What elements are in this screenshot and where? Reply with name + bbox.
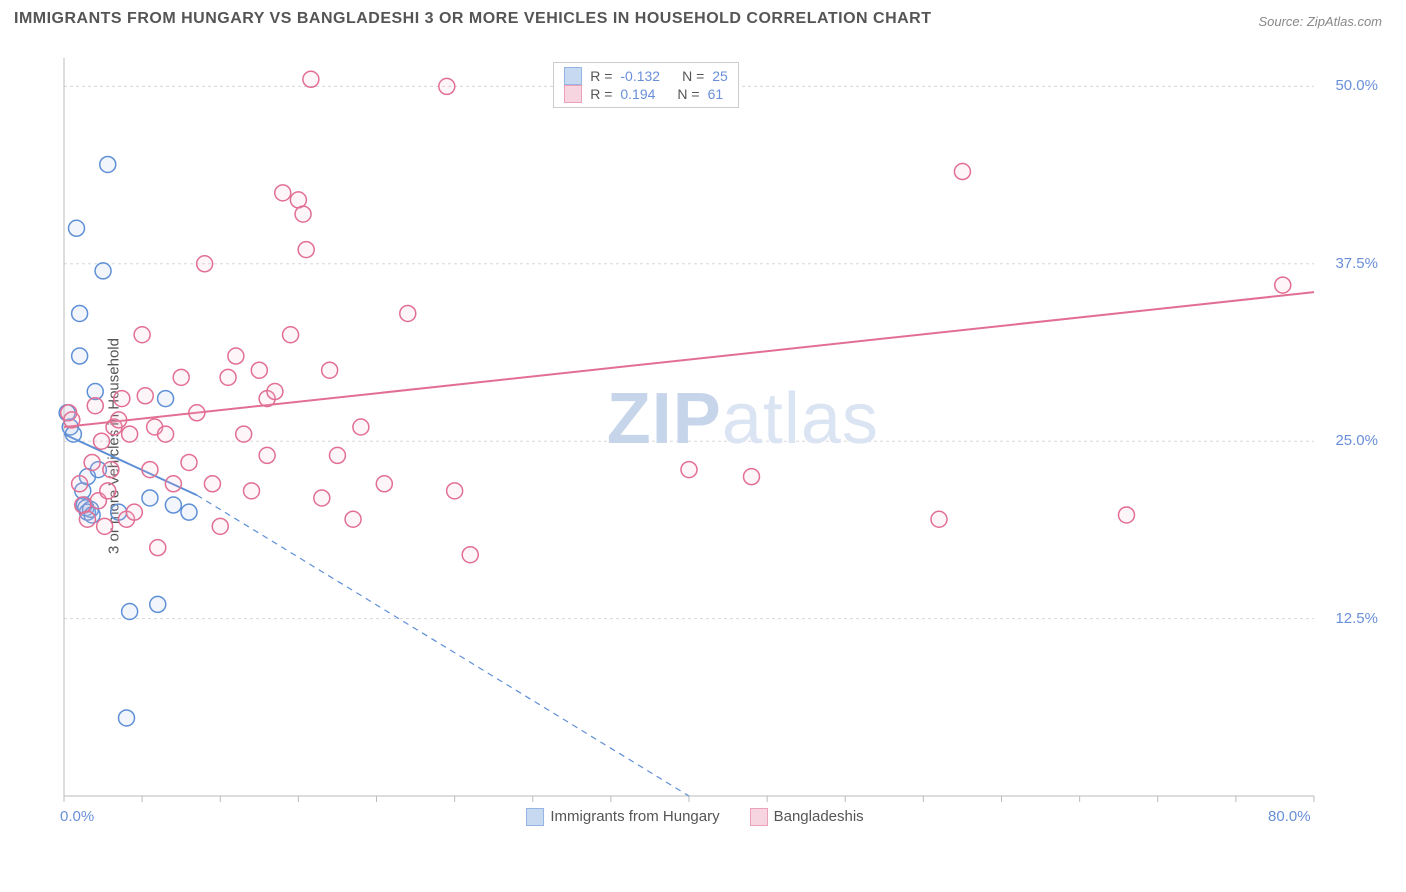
x-tick-label: 80.0% — [1268, 808, 1311, 825]
correlation-legend-row: R = -0.132N = 25 — [564, 67, 728, 85]
legend-swatch — [526, 808, 544, 826]
source-attribution: Source: ZipAtlas.com — [1258, 14, 1382, 29]
legend-swatch — [750, 808, 768, 826]
legend-swatch — [564, 67, 582, 85]
series-legend-item: Bangladeshis — [750, 808, 864, 826]
scatter-plot-svg — [44, 46, 1384, 836]
correlation-legend: R = -0.132N = 25R = 0.194N = 61 — [553, 62, 739, 108]
x-tick-label: 0.0% — [60, 808, 94, 825]
correlation-legend-row: R = 0.194N = 61 — [564, 85, 728, 103]
chart-title: IMMIGRANTS FROM HUNGARY VS BANGLADESHI 3… — [14, 10, 932, 28]
y-tick-label: 50.0% — [1335, 77, 1378, 94]
plot-area: ZIPatlas R = -0.132N = 25R = 0.194N = 61… — [44, 46, 1384, 836]
y-tick-label: 37.5% — [1335, 255, 1378, 272]
series-legend-item: Immigrants from Hungary — [526, 808, 719, 826]
y-tick-label: 12.5% — [1335, 610, 1378, 627]
legend-swatch — [564, 85, 582, 103]
series-legend: Immigrants from Hungary Bangladeshis — [526, 808, 863, 826]
y-tick-label: 25.0% — [1335, 432, 1378, 449]
